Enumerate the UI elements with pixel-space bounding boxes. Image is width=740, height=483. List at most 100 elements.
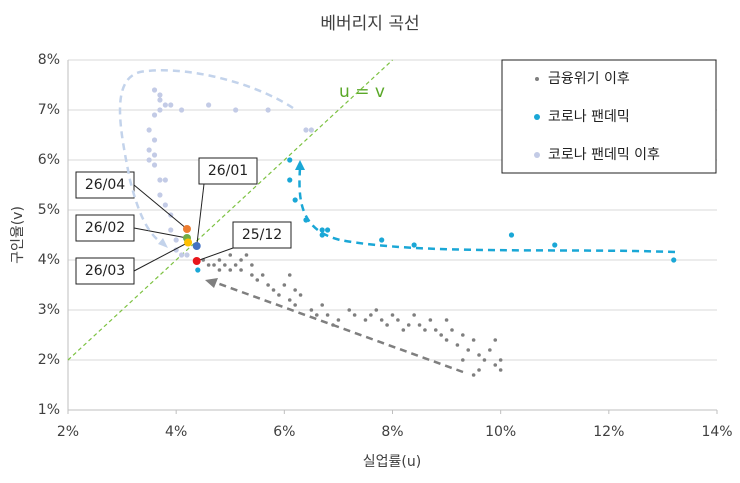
y-tick-label: 8%	[38, 52, 60, 68]
highlight-point	[192, 257, 201, 265]
data-point	[498, 358, 503, 362]
data-point	[282, 283, 287, 287]
data-point	[461, 358, 465, 362]
data-point	[157, 192, 163, 198]
legend-label: 코로나 팬데믹	[548, 109, 630, 125]
data-point	[206, 263, 211, 267]
data-point	[173, 237, 179, 243]
data-point	[228, 253, 233, 257]
data-point	[151, 87, 158, 93]
data-point	[146, 147, 152, 153]
data-point	[250, 263, 254, 267]
data-point	[390, 313, 395, 317]
y-tick-label: 2%	[38, 352, 60, 368]
data-point	[303, 127, 309, 133]
data-point	[233, 107, 239, 113]
data-point	[379, 237, 385, 243]
x-tick-label: 4%	[165, 424, 187, 440]
data-point	[320, 303, 324, 307]
data-point	[244, 253, 249, 257]
y-tick-label: 3%	[38, 302, 60, 318]
x-tick-label: 2%	[57, 424, 79, 440]
data-point	[151, 137, 158, 143]
data-point	[162, 102, 168, 108]
data-point	[379, 318, 384, 322]
data-point	[450, 328, 454, 332]
legend-marker	[534, 152, 540, 158]
data-point	[162, 202, 168, 208]
data-point	[493, 363, 498, 367]
trend-arrow	[213, 280, 464, 374]
leader-line	[133, 227, 188, 239]
data-point	[293, 303, 297, 307]
data-point	[411, 242, 417, 248]
data-point	[396, 318, 400, 322]
data-point	[385, 323, 389, 327]
data-point	[325, 227, 331, 233]
data-point	[363, 318, 368, 322]
data-point	[466, 348, 471, 352]
leader-line	[196, 183, 205, 247]
data-point	[455, 343, 460, 347]
highlight-point	[184, 238, 193, 247]
trend-arrow	[298, 167, 676, 254]
plot-area: 1% 2% 3% 4% 5% 6% 7% 8% 2% 4% 6% 8% 10% 12% 14% u = v 26…	[38, 52, 733, 440]
data-point	[157, 92, 163, 98]
data-point	[477, 368, 481, 372]
data-point	[260, 273, 265, 277]
data-point	[223, 263, 227, 267]
data-point	[309, 308, 314, 312]
data-point	[157, 97, 163, 103]
y-tick-label: 7%	[38, 102, 60, 118]
data-point	[287, 157, 293, 163]
data-point	[151, 162, 158, 168]
annotation-box	[232, 221, 292, 249]
data-point	[239, 268, 243, 272]
x-tick-label: 8%	[381, 424, 403, 440]
data-point	[277, 293, 281, 297]
y-tick-label: 6%	[38, 152, 60, 168]
trend-arrows	[118, 69, 676, 374]
data-point	[508, 232, 515, 238]
legend-marker	[534, 114, 540, 120]
leader-line	[133, 242, 189, 272]
x-tick-label: 6%	[273, 424, 295, 440]
data-point	[287, 177, 293, 183]
annotation-box	[75, 171, 135, 199]
legend-marker	[535, 77, 539, 81]
arrow-heads	[158, 160, 305, 288]
data-point	[412, 313, 416, 317]
data-point	[217, 268, 222, 272]
y-tick-label: 5%	[38, 202, 60, 218]
data-point	[151, 112, 158, 118]
trend-arrow	[118, 69, 294, 246]
data-point	[292, 197, 298, 203]
data-point	[433, 328, 438, 332]
data-point	[314, 313, 319, 317]
highlight-point	[192, 242, 201, 250]
data-point	[471, 338, 476, 342]
highlight-point	[182, 225, 191, 233]
data-point	[271, 288, 276, 292]
data-point	[444, 318, 449, 322]
data-point	[552, 242, 558, 248]
data-point	[406, 323, 411, 327]
data-point	[287, 273, 292, 277]
data-point	[347, 308, 352, 312]
data-point	[352, 313, 357, 317]
data-point	[195, 267, 201, 273]
x-axis-label: 실업률(u)	[363, 454, 421, 470]
data-point	[369, 313, 373, 317]
data-point	[428, 318, 433, 322]
x-tick-label: 12%	[593, 424, 624, 440]
annotation-label: 26/01	[208, 163, 248, 179]
chart-title: 베버리지 곡선	[320, 14, 419, 34]
data-point	[401, 328, 406, 332]
annotation-label: 26/04	[85, 177, 125, 193]
data-point	[255, 278, 260, 282]
data-point	[308, 127, 314, 133]
annotation-label: 26/03	[85, 263, 125, 279]
data-point	[233, 263, 238, 267]
